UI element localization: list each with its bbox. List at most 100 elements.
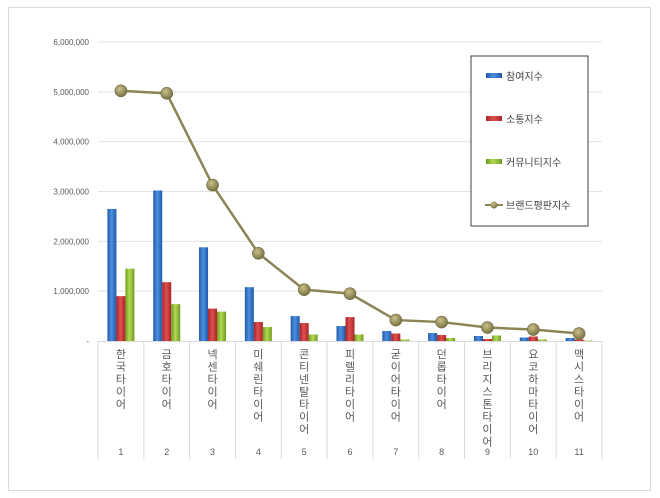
legend-marker: [490, 201, 498, 209]
category-name-char: 어: [162, 398, 172, 411]
legend-swatch: [486, 73, 502, 78]
bar-소통지수: [253, 322, 263, 341]
bar-참여지수: [244, 287, 254, 341]
category-number: 4: [256, 447, 261, 457]
category-name-char: 어: [574, 411, 584, 424]
bar-커뮤니티지수: [308, 334, 318, 341]
line-marker: [572, 327, 586, 340]
bar-소통지수: [528, 336, 538, 341]
bar-소통지수: [391, 333, 401, 341]
bar-참여지수: [565, 338, 575, 341]
x-axis: 한국타이어1금호타이어2넥센타이어3미쉐린타이어4콘티넨탈타이어5피렐리타이어6…: [97, 341, 603, 459]
line-marker: [160, 87, 174, 100]
category-name-char: 어: [116, 398, 126, 411]
y-tick-label: 4,000,000: [53, 138, 89, 147]
category-name-char: 이: [299, 411, 309, 424]
category-name-char: 피: [345, 348, 355, 361]
category-name-char: 이: [253, 398, 263, 411]
line-marker: [343, 287, 357, 300]
bar-참여지수: [382, 331, 392, 341]
y-tick-label: -: [86, 337, 89, 346]
y-tick-label: 1,000,000: [53, 287, 89, 296]
category-name-char: 티: [299, 361, 309, 374]
category-name-char: 어: [391, 373, 401, 386]
category-name-char: 콘: [299, 349, 309, 361]
category-name-char: 굳: [391, 349, 401, 361]
category-name-char: 타: [391, 386, 401, 399]
category-name-char: 이: [162, 386, 172, 399]
line-series: [114, 84, 586, 340]
category-name-char: 맥: [574, 348, 584, 361]
category-name-char: 이: [391, 398, 401, 411]
category-name-char: 쉐: [253, 361, 263, 374]
bar-series: [107, 190, 593, 342]
category-name-char: 이: [437, 386, 447, 399]
category-name-char: 리: [345, 373, 355, 386]
category-name-char: 롭: [437, 361, 447, 374]
category-number: 10: [528, 447, 538, 457]
category-name-char: 타: [345, 386, 355, 399]
legend-label: 참여지수: [506, 71, 543, 83]
bar-소통지수: [482, 339, 492, 341]
category-name-char: 브: [482, 348, 492, 361]
bar-참여지수: [290, 316, 300, 341]
category-name-char: 넨: [299, 373, 309, 386]
bar-커뮤니티지수: [125, 268, 135, 341]
line-marker: [435, 315, 448, 329]
category-number: 6: [347, 447, 352, 457]
chart-frame: [8, 7, 651, 491]
category-name-char: 타: [299, 398, 309, 411]
bar-커뮤니티지수: [354, 334, 364, 341]
bar-소통지수: [345, 317, 355, 341]
category-name-char: 톤: [482, 398, 492, 411]
category-name-char: 이: [345, 398, 355, 411]
legend-box: [470, 55, 589, 227]
category-number: 8: [439, 447, 444, 457]
y-tick-label: 3,000,000: [53, 188, 89, 197]
bar-커뮤니티지수: [217, 311, 227, 341]
category-name-char: 요: [528, 349, 538, 361]
category-name-char: 금: [162, 349, 172, 361]
category-number: 1: [118, 447, 123, 457]
category-name-char: 이: [207, 386, 217, 399]
category-name-char: 타: [482, 411, 492, 424]
bar-참여지수: [428, 333, 438, 341]
line-marker: [526, 323, 540, 336]
bar-참여지수: [336, 326, 346, 341]
bar-소통지수: [437, 335, 447, 341]
category-name-char: 이: [528, 411, 538, 424]
category-name-char: 타: [528, 398, 538, 411]
category-name-char: 코: [528, 362, 538, 374]
bar-커뮤니티지수: [491, 335, 501, 341]
bar-참여지수: [199, 247, 209, 341]
category-name-char: 어: [345, 411, 355, 424]
category-name-char: 스: [482, 386, 492, 399]
bar-소통지수: [208, 308, 218, 341]
category-number: 3: [210, 447, 215, 457]
bar-커뮤니티지수: [537, 339, 547, 341]
bar-커뮤니티지수: [400, 339, 410, 341]
category-name-char: 호: [162, 361, 172, 374]
legend-label: 커뮤니티지수: [506, 157, 561, 169]
category-name-char: 타: [437, 373, 447, 386]
category-name-char: 렐: [345, 361, 355, 374]
category-name-char: 어: [528, 423, 538, 436]
bar-커뮤니티지수: [262, 327, 272, 341]
category-name-char: 린: [253, 373, 263, 386]
bar-커뮤니티지수: [446, 338, 456, 341]
line-marker: [114, 84, 128, 98]
category-name-char: 이: [391, 361, 401, 374]
category-name-char: 어: [482, 436, 492, 449]
category-name-char: 시: [574, 362, 584, 374]
line-marker: [206, 178, 219, 192]
category-number: 11: [574, 447, 583, 457]
category-number: 9: [485, 447, 490, 457]
bar-참여지수: [107, 208, 117, 341]
line-marker: [252, 246, 265, 260]
bar-참여지수: [153, 190, 163, 341]
category-number: 7: [393, 447, 398, 457]
category-name-char: 이: [574, 398, 584, 411]
line-marker: [481, 321, 494, 334]
